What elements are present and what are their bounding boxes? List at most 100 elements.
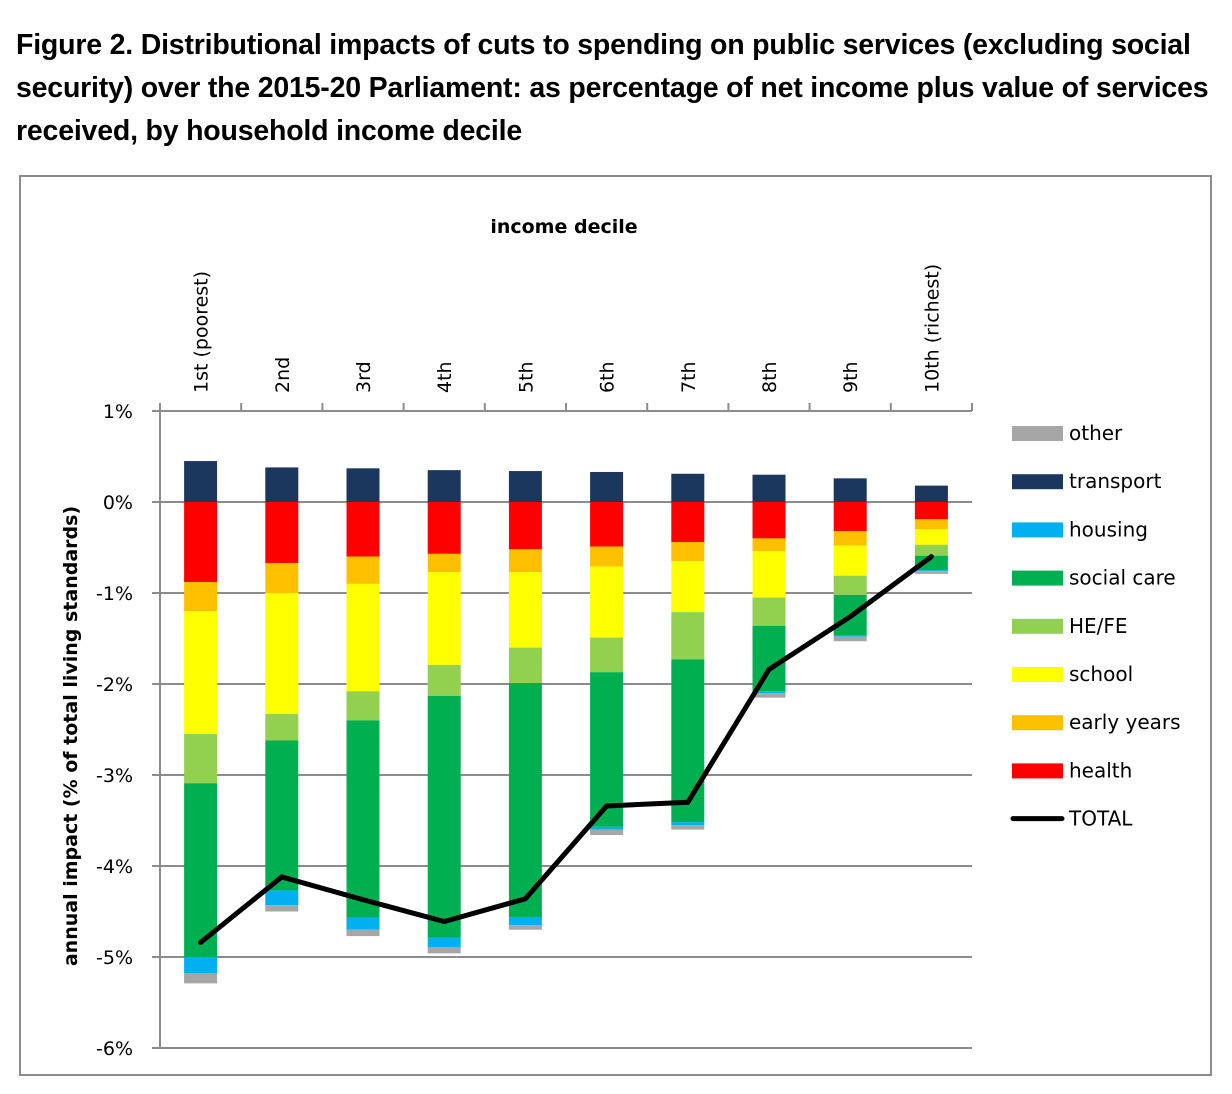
bar-segment-other xyxy=(184,973,218,984)
bar-segment-transport xyxy=(427,470,461,502)
x-tick-label: 9th xyxy=(840,361,862,393)
bar-segment-he-fe xyxy=(508,647,542,684)
bar-segment-health xyxy=(265,502,299,563)
y-axis-title: annual impact (% of total living standar… xyxy=(60,506,82,966)
y-tick-label: -2% xyxy=(96,674,133,696)
legend-label: health xyxy=(1069,758,1132,782)
bar-segment-health xyxy=(508,502,542,550)
y-tick-label: -6% xyxy=(96,1038,133,1060)
y-tick-label: -4% xyxy=(96,856,133,878)
bar-segment-he-fe xyxy=(914,544,948,556)
legend-label: transport xyxy=(1069,469,1162,493)
bar-segment-school xyxy=(590,566,624,638)
bar-segment-he-fe xyxy=(752,597,786,626)
legend-item: school xyxy=(1012,662,1133,686)
legend-label: housing xyxy=(1069,517,1148,541)
bar-segment-early-years xyxy=(508,549,542,573)
bar-segment-other xyxy=(346,929,380,937)
bar-segment-school xyxy=(508,572,542,648)
x-tick-label: 8th xyxy=(759,361,781,393)
legend-swatch xyxy=(1012,522,1063,538)
y-tick-label: -1% xyxy=(96,583,133,605)
legend-item: housing xyxy=(1012,517,1148,541)
bar-segment-transport xyxy=(914,485,948,502)
bar-segment-social-care xyxy=(671,659,705,823)
bar-segment-transport xyxy=(833,478,867,502)
bar-segment-housing xyxy=(671,822,705,826)
legend-item: health xyxy=(1012,758,1132,782)
bar-segment-early-years xyxy=(590,546,624,567)
bar-segment-housing xyxy=(833,635,867,637)
y-tick-label: -5% xyxy=(96,947,133,969)
legend-swatch xyxy=(1012,474,1063,490)
bar-segment-school xyxy=(833,545,867,576)
bar-segment-he-fe xyxy=(671,612,705,660)
x-tick-label: 10th (richest) xyxy=(921,264,943,393)
x-tick-label: 5th xyxy=(515,361,537,393)
bar-segment-early-years xyxy=(914,519,948,530)
legend-label: other xyxy=(1069,421,1123,445)
bar-segment-school xyxy=(346,583,380,692)
legend-item: other xyxy=(1012,421,1123,445)
legend: other transport housing social care HE/FE sch… xyxy=(1010,421,1181,831)
legend-item: TOTAL xyxy=(1010,807,1133,831)
y-tick-label: -3% xyxy=(96,765,133,787)
legend-item: transport xyxy=(1012,469,1162,493)
figure-title: Figure 2. Distributional impacts of cuts… xyxy=(16,29,1209,147)
bar-segment-transport xyxy=(508,471,542,502)
x-axis-title: income decile xyxy=(490,216,637,238)
axes: 1% 0% -1% -2% -3% -4% -5% -6% 1st (poorest) 2nd 3r… xyxy=(96,264,973,1060)
bar-segment-social-care xyxy=(508,683,542,917)
bar-segment-early-years xyxy=(184,582,218,612)
bar-segment-health xyxy=(346,502,380,557)
bar-segment-housing xyxy=(914,570,948,572)
bar-segment-housing xyxy=(427,937,461,947)
bar-segment-housing xyxy=(508,916,542,926)
bar-segment-other xyxy=(752,693,786,698)
bar-segment-other xyxy=(508,925,542,930)
bar-segment-school xyxy=(265,593,299,715)
legend-label: social care xyxy=(1069,566,1176,590)
bar-segment-he-fe xyxy=(590,637,624,673)
legend-swatch xyxy=(1012,570,1063,586)
bar-segment-health xyxy=(752,502,786,539)
x-tick-label: 7th xyxy=(678,361,700,393)
y-tick-label: 1% xyxy=(103,401,133,423)
bar-segment-social-care xyxy=(427,695,461,938)
total-line xyxy=(198,554,934,945)
legend-label: TOTAL xyxy=(1068,807,1133,831)
bar-segment-housing xyxy=(184,957,218,974)
bar-segment-housing xyxy=(590,826,624,830)
bar-segment-school xyxy=(184,611,218,735)
bar-segment-health xyxy=(184,502,218,583)
y-tick-label: 0% xyxy=(103,492,133,514)
bar-segment-he-fe xyxy=(184,734,218,784)
legend-swatch xyxy=(1012,763,1063,779)
bar-segment-school xyxy=(914,529,948,545)
legend-label: school xyxy=(1069,662,1133,686)
legend-label: HE/FE xyxy=(1069,614,1128,638)
bar-segment-he-fe xyxy=(265,714,299,741)
bar-segment-other xyxy=(833,636,867,642)
bar-segment-social-care xyxy=(752,625,786,692)
bar-segment-transport xyxy=(184,461,218,502)
bar-segment-health xyxy=(914,502,948,520)
bar-segment-other xyxy=(590,829,624,836)
bar-segment-transport xyxy=(752,474,786,502)
legend-swatch xyxy=(1012,618,1063,634)
bar-segment-social-care xyxy=(265,740,299,891)
bar-segment-he-fe xyxy=(427,664,461,696)
legend-swatch xyxy=(1012,426,1063,441)
legend-item: early years xyxy=(1012,710,1181,734)
x-tick-label: 1st (poorest) xyxy=(191,271,213,393)
bar-segment-other xyxy=(671,825,705,830)
legend-item: social care xyxy=(1012,566,1176,590)
bar-segment-social-care xyxy=(346,720,380,918)
bar-segment-other xyxy=(427,946,461,954)
bar-segment-transport xyxy=(265,467,299,502)
bar-segment-early-years xyxy=(346,556,380,584)
legend-swatch xyxy=(1012,715,1063,731)
bar-segment-social-care xyxy=(914,555,948,571)
bar-segment-school xyxy=(671,561,705,613)
bar-segment-health xyxy=(590,502,624,547)
